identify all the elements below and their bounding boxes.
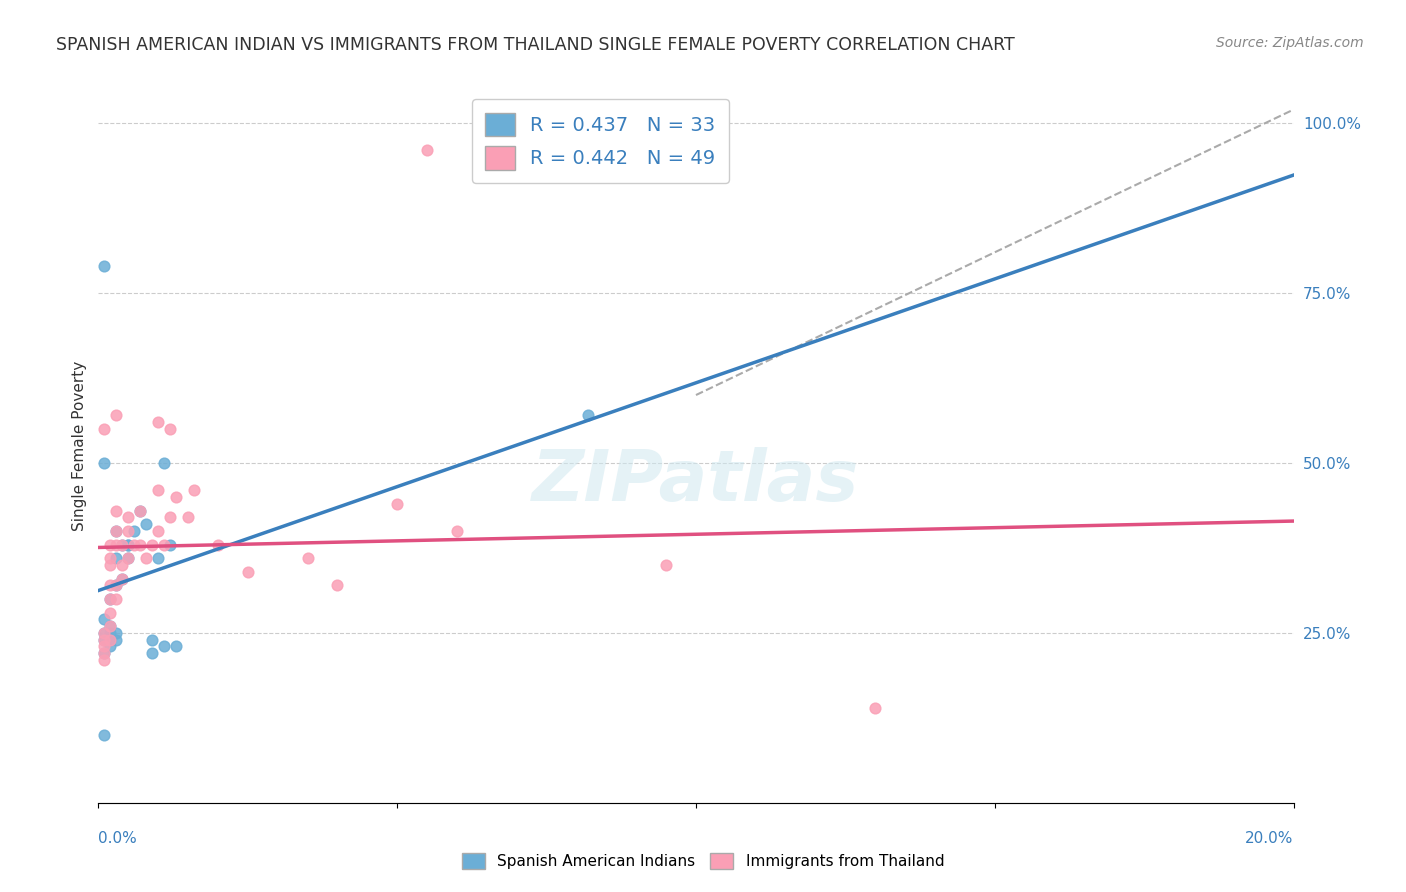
- Legend: R = 0.437   N = 33, R = 0.442   N = 49: R = 0.437 N = 33, R = 0.442 N = 49: [472, 99, 728, 184]
- Point: [100, 619, 122, 633]
- Point: [129, 503, 152, 517]
- Point: [105, 578, 128, 592]
- Text: SPANISH AMERICAN INDIAN VS IMMIGRANTS FROM THAILAND SINGLE FEMALE POVERTY CORREL: SPANISH AMERICAN INDIAN VS IMMIGRANTS FR…: [56, 36, 1015, 54]
- Point: [100, 537, 122, 551]
- Point: [135, 551, 157, 566]
- Point: [183, 483, 205, 498]
- Point: [148, 483, 170, 498]
- Point: [153, 640, 176, 654]
- Y-axis label: Single Female Poverty: Single Female Poverty: [72, 361, 87, 531]
- Point: [100, 606, 122, 620]
- Point: [100, 632, 122, 647]
- Point: [105, 626, 128, 640]
- Point: [105, 551, 128, 566]
- Point: [148, 524, 170, 538]
- Point: [578, 409, 600, 423]
- Point: [153, 456, 176, 470]
- Point: [93, 456, 115, 470]
- Point: [100, 619, 122, 633]
- Point: [105, 578, 128, 592]
- Point: [100, 591, 122, 606]
- Point: [159, 422, 181, 436]
- Point: [655, 558, 678, 572]
- Point: [117, 537, 139, 551]
- Point: [159, 537, 181, 551]
- Point: [124, 537, 146, 551]
- Point: [100, 632, 122, 647]
- Point: [105, 524, 128, 538]
- Point: [93, 626, 115, 640]
- Point: [100, 640, 122, 654]
- Point: [100, 551, 122, 566]
- Point: [93, 728, 115, 742]
- Point: [385, 497, 409, 511]
- Point: [111, 537, 134, 551]
- Point: [326, 578, 349, 592]
- Point: [135, 517, 157, 532]
- Point: [93, 640, 115, 654]
- Point: [93, 422, 115, 436]
- Point: [93, 646, 115, 660]
- Point: [93, 632, 115, 647]
- Point: [100, 591, 122, 606]
- Point: [105, 591, 128, 606]
- Point: [124, 524, 146, 538]
- Point: [93, 653, 115, 667]
- Point: [100, 558, 122, 572]
- Point: [148, 415, 170, 429]
- Point: [141, 632, 163, 647]
- Point: [100, 626, 122, 640]
- Point: [153, 537, 176, 551]
- Point: [93, 646, 115, 660]
- Point: [416, 144, 439, 158]
- Point: [207, 537, 229, 551]
- Point: [105, 524, 128, 538]
- Point: [159, 510, 181, 524]
- Point: [865, 700, 887, 714]
- Point: [446, 524, 468, 538]
- Point: [93, 626, 115, 640]
- Point: [111, 537, 134, 551]
- Point: [117, 524, 139, 538]
- Point: [100, 578, 122, 592]
- Point: [93, 259, 115, 273]
- Point: [141, 537, 163, 551]
- Point: [111, 572, 134, 586]
- Point: [165, 640, 187, 654]
- Point: [117, 537, 139, 551]
- Point: [105, 632, 128, 647]
- Point: [177, 510, 200, 524]
- Text: Source: ZipAtlas.com: Source: ZipAtlas.com: [1216, 36, 1364, 50]
- Point: [111, 572, 134, 586]
- Point: [117, 510, 139, 524]
- Point: [129, 537, 152, 551]
- Legend: Spanish American Indians, Immigrants from Thailand: Spanish American Indians, Immigrants fro…: [456, 847, 950, 875]
- Point: [111, 558, 134, 572]
- Point: [117, 551, 139, 566]
- Text: 20.0%: 20.0%: [1246, 831, 1294, 846]
- Point: [105, 409, 128, 423]
- Point: [93, 632, 115, 647]
- Point: [297, 551, 319, 566]
- Point: [141, 646, 163, 660]
- Point: [148, 551, 170, 566]
- Point: [105, 537, 128, 551]
- Point: [117, 551, 139, 566]
- Text: ZIPatlas: ZIPatlas: [533, 447, 859, 516]
- Point: [93, 612, 115, 626]
- Text: 0.0%: 0.0%: [98, 831, 138, 846]
- Point: [236, 565, 259, 579]
- Point: [129, 503, 152, 517]
- Point: [165, 490, 187, 504]
- Point: [105, 503, 128, 517]
